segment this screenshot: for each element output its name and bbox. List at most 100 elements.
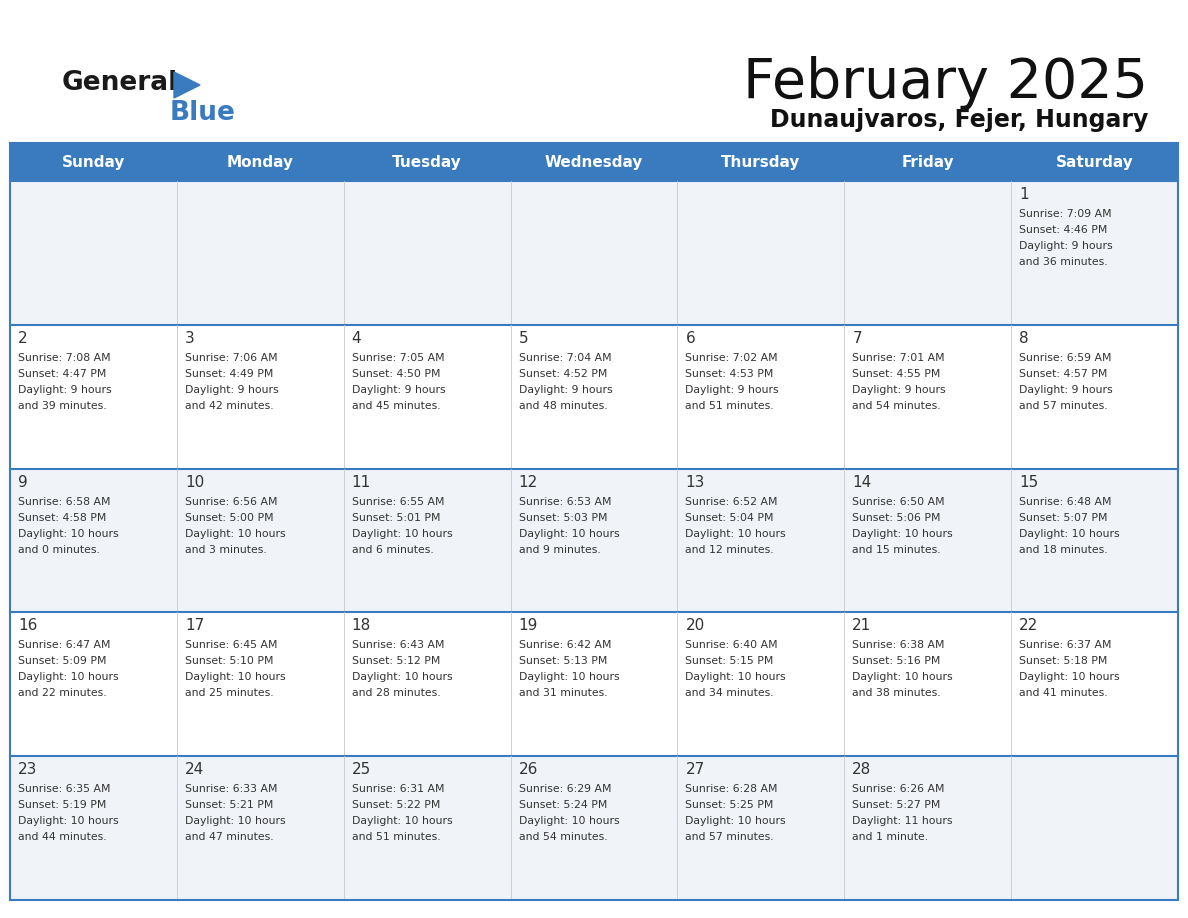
Text: and 28 minutes.: and 28 minutes. — [352, 688, 441, 699]
Text: Sunset: 5:06 PM: Sunset: 5:06 PM — [852, 512, 941, 522]
Text: Daylight: 9 hours: Daylight: 9 hours — [685, 385, 779, 395]
Text: Daylight: 9 hours: Daylight: 9 hours — [185, 385, 278, 395]
Text: Daylight: 10 hours: Daylight: 10 hours — [519, 529, 619, 539]
Text: Sunset: 5:00 PM: Sunset: 5:00 PM — [185, 512, 273, 522]
Text: and 25 minutes.: and 25 minutes. — [185, 688, 273, 699]
Text: Sunrise: 6:58 AM: Sunrise: 6:58 AM — [18, 497, 110, 507]
Text: Sunset: 4:55 PM: Sunset: 4:55 PM — [852, 369, 941, 379]
Text: 2: 2 — [18, 330, 27, 346]
Text: Sunset: 5:15 PM: Sunset: 5:15 PM — [685, 656, 773, 666]
Text: 6: 6 — [685, 330, 695, 346]
Text: Sunset: 5:25 PM: Sunset: 5:25 PM — [685, 800, 773, 811]
Text: 17: 17 — [185, 619, 204, 633]
Text: Sunrise: 6:53 AM: Sunrise: 6:53 AM — [519, 497, 611, 507]
Bar — [10, 612, 1178, 756]
Text: Sunday: Sunday — [62, 154, 125, 170]
Text: Sunrise: 6:59 AM: Sunrise: 6:59 AM — [1019, 353, 1112, 363]
Text: 1: 1 — [1019, 187, 1029, 202]
Text: Sunset: 5:12 PM: Sunset: 5:12 PM — [352, 656, 440, 666]
Text: Daylight: 10 hours: Daylight: 10 hours — [852, 529, 953, 539]
Text: Sunrise: 7:08 AM: Sunrise: 7:08 AM — [18, 353, 110, 363]
Text: 8: 8 — [1019, 330, 1029, 346]
Text: Sunrise: 6:56 AM: Sunrise: 6:56 AM — [185, 497, 277, 507]
Text: and 15 minutes.: and 15 minutes. — [852, 544, 941, 554]
Bar — [10, 143, 1178, 181]
Text: Sunset: 4:46 PM: Sunset: 4:46 PM — [1019, 225, 1107, 235]
Text: Daylight: 9 hours: Daylight: 9 hours — [352, 385, 446, 395]
Text: 16: 16 — [18, 619, 37, 633]
Text: Daylight: 10 hours: Daylight: 10 hours — [1019, 672, 1120, 682]
Text: General: General — [62, 70, 178, 96]
Text: Sunrise: 7:05 AM: Sunrise: 7:05 AM — [352, 353, 444, 363]
Text: 26: 26 — [519, 762, 538, 778]
Text: and 38 minutes.: and 38 minutes. — [852, 688, 941, 699]
Text: and 12 minutes.: and 12 minutes. — [685, 544, 775, 554]
Text: Daylight: 10 hours: Daylight: 10 hours — [352, 672, 453, 682]
Text: Sunrise: 7:04 AM: Sunrise: 7:04 AM — [519, 353, 611, 363]
Text: Sunrise: 6:28 AM: Sunrise: 6:28 AM — [685, 784, 778, 794]
Text: Sunrise: 6:37 AM: Sunrise: 6:37 AM — [1019, 641, 1112, 650]
Text: and 1 minute.: and 1 minute. — [852, 833, 928, 842]
Text: Sunset: 5:03 PM: Sunset: 5:03 PM — [519, 512, 607, 522]
Text: Sunset: 4:47 PM: Sunset: 4:47 PM — [18, 369, 107, 379]
Text: 12: 12 — [519, 475, 538, 489]
Text: Daylight: 10 hours: Daylight: 10 hours — [352, 529, 453, 539]
Text: Daylight: 9 hours: Daylight: 9 hours — [18, 385, 112, 395]
Text: Sunrise: 7:02 AM: Sunrise: 7:02 AM — [685, 353, 778, 363]
Text: Sunrise: 6:52 AM: Sunrise: 6:52 AM — [685, 497, 778, 507]
Text: Sunset: 5:07 PM: Sunset: 5:07 PM — [1019, 512, 1107, 522]
Text: Sunrise: 6:50 AM: Sunrise: 6:50 AM — [852, 497, 944, 507]
Text: Daylight: 10 hours: Daylight: 10 hours — [685, 672, 786, 682]
Text: Sunrise: 6:55 AM: Sunrise: 6:55 AM — [352, 497, 444, 507]
Text: Sunrise: 6:48 AM: Sunrise: 6:48 AM — [1019, 497, 1112, 507]
Text: and 54 minutes.: and 54 minutes. — [852, 401, 941, 410]
Text: Daylight: 10 hours: Daylight: 10 hours — [685, 529, 786, 539]
Text: 27: 27 — [685, 762, 704, 778]
Text: and 39 minutes.: and 39 minutes. — [18, 401, 107, 410]
Text: Daylight: 9 hours: Daylight: 9 hours — [1019, 385, 1113, 395]
Text: Sunrise: 6:40 AM: Sunrise: 6:40 AM — [685, 641, 778, 650]
Text: Sunset: 5:16 PM: Sunset: 5:16 PM — [852, 656, 941, 666]
Text: and 45 minutes.: and 45 minutes. — [352, 401, 441, 410]
Text: 14: 14 — [852, 475, 872, 489]
Text: and 57 minutes.: and 57 minutes. — [1019, 401, 1107, 410]
Text: 23: 23 — [18, 762, 37, 778]
Text: Daylight: 10 hours: Daylight: 10 hours — [685, 816, 786, 826]
Text: Sunset: 5:09 PM: Sunset: 5:09 PM — [18, 656, 107, 666]
Text: 21: 21 — [852, 619, 872, 633]
Text: Sunset: 5:01 PM: Sunset: 5:01 PM — [352, 512, 441, 522]
Text: 10: 10 — [185, 475, 204, 489]
Text: Sunset: 5:19 PM: Sunset: 5:19 PM — [18, 800, 107, 811]
Text: Thursday: Thursday — [721, 154, 801, 170]
Text: Sunset: 5:04 PM: Sunset: 5:04 PM — [685, 512, 773, 522]
Text: 3: 3 — [185, 330, 195, 346]
Text: Sunset: 5:13 PM: Sunset: 5:13 PM — [519, 656, 607, 666]
Text: Sunrise: 6:26 AM: Sunrise: 6:26 AM — [852, 784, 944, 794]
Polygon shape — [173, 72, 200, 98]
Text: Daylight: 9 hours: Daylight: 9 hours — [852, 385, 946, 395]
Text: Daylight: 10 hours: Daylight: 10 hours — [352, 816, 453, 826]
Text: Sunrise: 6:43 AM: Sunrise: 6:43 AM — [352, 641, 444, 650]
Text: Daylight: 10 hours: Daylight: 10 hours — [519, 816, 619, 826]
Text: February 2025: February 2025 — [742, 56, 1148, 110]
Text: Sunset: 5:24 PM: Sunset: 5:24 PM — [519, 800, 607, 811]
Text: Sunrise: 6:47 AM: Sunrise: 6:47 AM — [18, 641, 110, 650]
Text: Sunrise: 6:35 AM: Sunrise: 6:35 AM — [18, 784, 110, 794]
Text: and 18 minutes.: and 18 minutes. — [1019, 544, 1107, 554]
Text: Sunrise: 7:01 AM: Sunrise: 7:01 AM — [852, 353, 944, 363]
Text: 9: 9 — [18, 475, 27, 489]
Text: 28: 28 — [852, 762, 872, 778]
Text: Sunrise: 7:09 AM: Sunrise: 7:09 AM — [1019, 209, 1112, 219]
Text: Sunrise: 6:33 AM: Sunrise: 6:33 AM — [185, 784, 277, 794]
Text: and 44 minutes.: and 44 minutes. — [18, 833, 107, 842]
Text: and 42 minutes.: and 42 minutes. — [185, 401, 273, 410]
Text: and 51 minutes.: and 51 minutes. — [685, 401, 775, 410]
Text: Daylight: 10 hours: Daylight: 10 hours — [18, 816, 119, 826]
Text: and 57 minutes.: and 57 minutes. — [685, 833, 775, 842]
Text: Daylight: 11 hours: Daylight: 11 hours — [852, 816, 953, 826]
Text: 5: 5 — [519, 330, 529, 346]
Text: and 22 minutes.: and 22 minutes. — [18, 688, 107, 699]
Text: Sunrise: 6:29 AM: Sunrise: 6:29 AM — [519, 784, 611, 794]
Text: and 31 minutes.: and 31 minutes. — [519, 688, 607, 699]
Text: 7: 7 — [852, 330, 862, 346]
